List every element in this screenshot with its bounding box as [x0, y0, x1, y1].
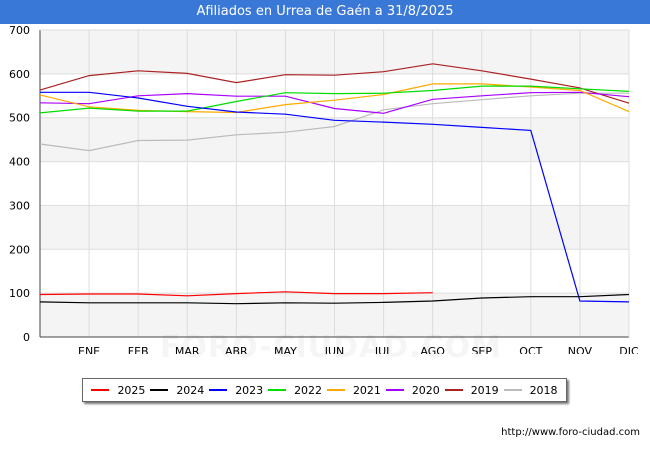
legend-label: 2021: [352, 383, 381, 397]
series-line-2022: [39, 85, 630, 114]
x-tick-label: ABR: [225, 345, 248, 354]
y-tick-label: 200: [9, 243, 30, 256]
series-line-2024: [39, 293, 630, 305]
y-tick-label: 700: [9, 24, 30, 37]
series-line-2020: [39, 91, 630, 114]
source-url: http://www.foro-ciudad.com: [501, 427, 640, 438]
legend-swatch: [150, 389, 169, 391]
legend-item-2019: 2019: [444, 383, 499, 397]
x-tick-label: AGO: [420, 345, 445, 354]
x-tick-label: FEB: [128, 345, 149, 354]
y-tick-label: 100: [9, 287, 30, 300]
x-tick-label: JUN: [324, 345, 345, 354]
series-line-2018: [39, 92, 629, 152]
legend-item-2021: 2021: [326, 383, 381, 397]
legend-item-2024: 2024: [150, 384, 204, 397]
x-tick-label: DIC: [619, 345, 639, 354]
series-line-2021: [39, 83, 630, 114]
chart-grid: [40, 29, 630, 338]
x-tick-label: MAR: [175, 345, 200, 354]
series-line-2019: [39, 63, 630, 104]
legend-swatch: [503, 389, 522, 391]
y-tick-label: 300: [9, 199, 30, 212]
x-tick-label: OCT: [519, 345, 542, 354]
legend-swatch: [209, 389, 228, 391]
legend-label: 2020: [411, 383, 440, 397]
legend-item-2020: 2020: [385, 383, 440, 397]
series-line-2025: [39, 291, 433, 297]
legend-item-2023: 2023: [209, 384, 263, 397]
legend-label: 2024: [176, 383, 205, 397]
legend-label: 2018: [529, 383, 558, 397]
legend-label: 2025: [117, 383, 146, 397]
series-line-2023: [40, 91, 630, 303]
y-tick-label: 400: [9, 156, 30, 169]
chart-title: Afiliados en Urrea de Gaén a 31/8/2025: [0, 0, 650, 24]
x-tick-label: ENE: [78, 345, 100, 354]
legend-item-2018: 2018: [503, 383, 558, 397]
legend-item-2022: 2022: [268, 384, 322, 397]
legend-label: 2022: [294, 383, 323, 397]
chart-axes: [39, 29, 630, 338]
x-axis-tick-labels: ENE FEB MAR ABR MAY JUN JUL AGO SEP OCT NOV DIC: [78, 345, 639, 354]
legend-swatch: [385, 389, 404, 391]
x-tick-label: SEP: [471, 345, 492, 354]
legend-swatch: [91, 389, 110, 391]
y-axis-tick-labels: 0 100 200 300 400 500 600 700: [9, 24, 30, 344]
legend-label: 2023: [235, 383, 264, 397]
y-tick-label: 600: [9, 68, 30, 81]
legend-swatch: [326, 389, 345, 391]
watermark: FORO-CIUDAD.COM: [160, 330, 502, 365]
x-tick-label: JUL: [374, 345, 393, 354]
legend-item-2025: 2025: [91, 384, 145, 397]
x-tick-label: NOV: [568, 345, 593, 354]
legend-label: 2019: [470, 383, 499, 397]
legend-swatch: [444, 389, 463, 391]
series-lines: [39, 63, 630, 305]
chart-legend: 2025 2024 2023 2022 2021 2020 2019 2018: [82, 378, 567, 402]
y-tick-label: 500: [9, 112, 30, 125]
legend-swatch: [268, 389, 287, 391]
line-chart: 0 100 200 300 400 500 600 700 ENE FEB MAR ABR MAY JU…: [9, 24, 639, 354]
x-tick-label: MAY: [274, 345, 297, 354]
y-tick-label: 0: [23, 331, 30, 344]
